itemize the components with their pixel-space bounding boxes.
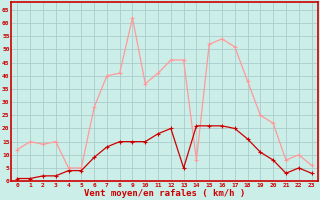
X-axis label: Vent moyen/en rafales ( km/h ): Vent moyen/en rafales ( km/h ) xyxy=(84,189,245,198)
